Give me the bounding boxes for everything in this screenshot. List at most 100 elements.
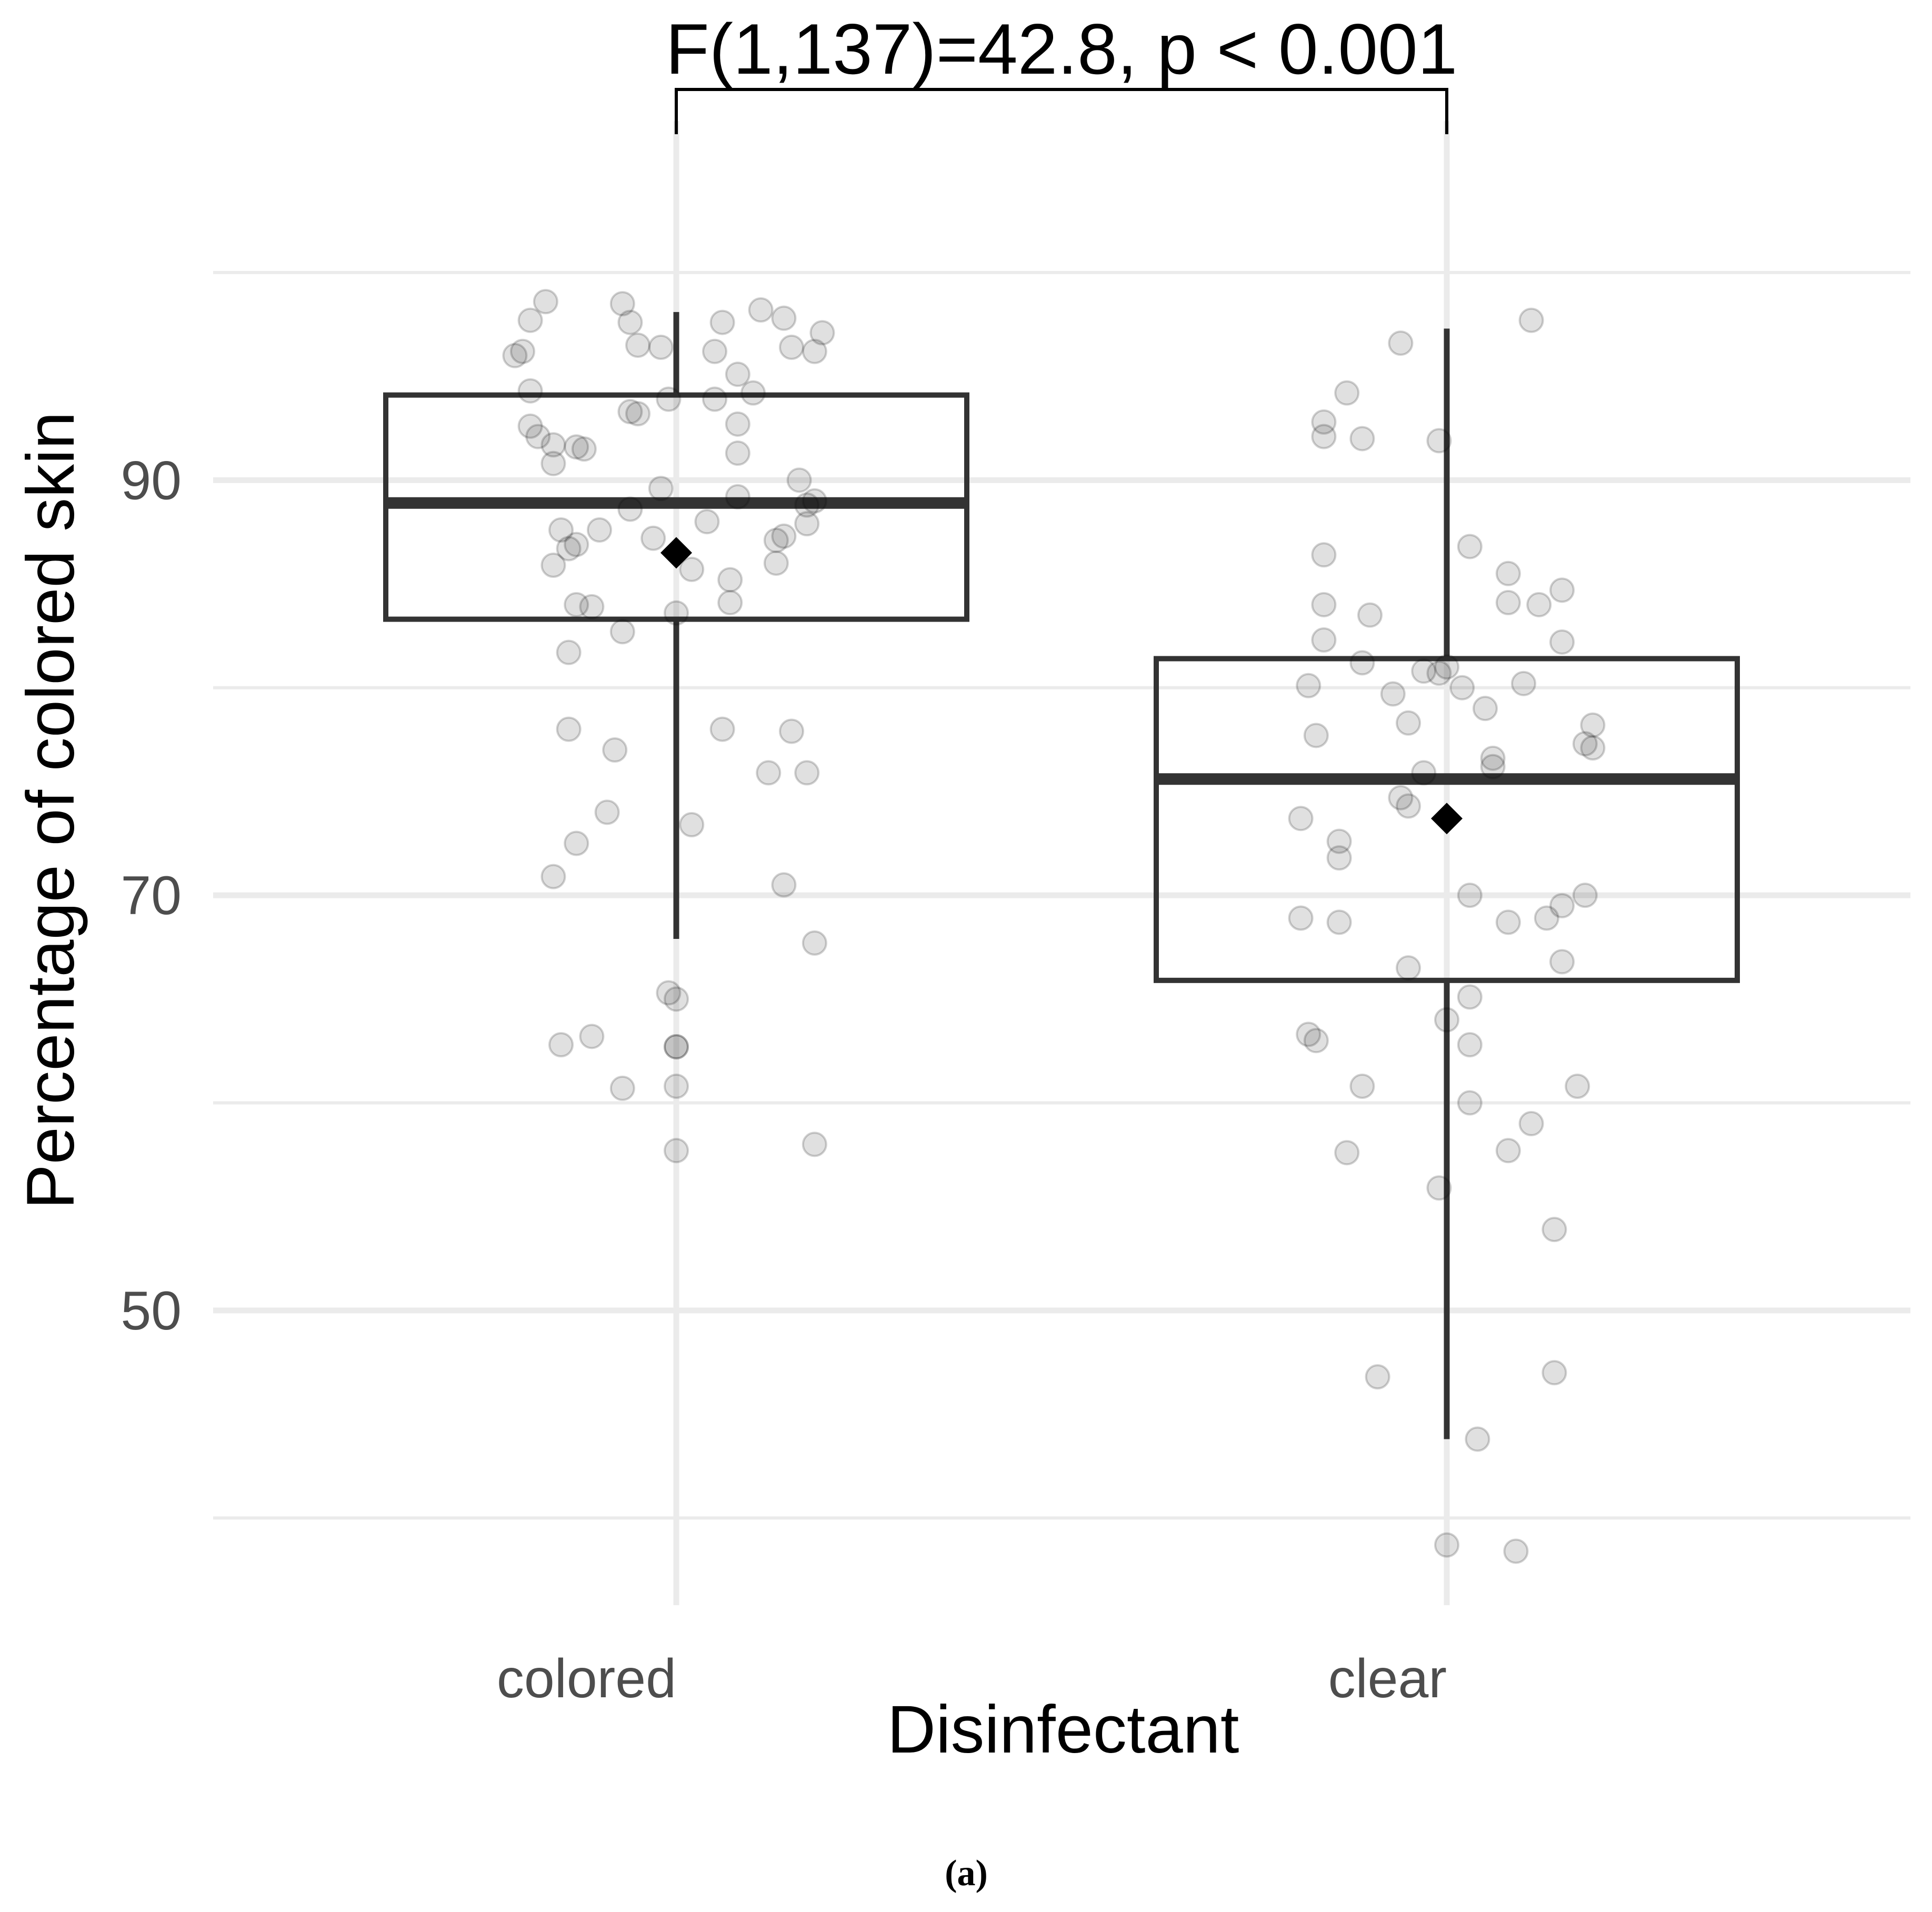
data-point-clear [1518, 307, 1544, 333]
data-point-clear [1495, 560, 1521, 586]
data-point-clear [1326, 909, 1352, 935]
data-point-colored [709, 309, 735, 335]
data-point-colored [802, 1132, 827, 1157]
data-point-colored [717, 590, 743, 616]
data-point-colored [794, 511, 820, 537]
data-point-clear [1396, 710, 1421, 736]
data-point-clear [1349, 426, 1375, 452]
data-point-clear [1465, 1426, 1490, 1452]
data-point-colored [648, 476, 674, 502]
data-point-colored [602, 737, 628, 763]
data-point-clear [1296, 1022, 1322, 1047]
data-point-colored [656, 980, 682, 1006]
data-point-clear [1426, 660, 1452, 686]
data-point-clear [1457, 1090, 1483, 1116]
data-point-clear [1326, 845, 1352, 871]
data-point-colored [556, 639, 582, 665]
data-point-clear [1380, 681, 1406, 707]
data-point-clear [1495, 909, 1521, 935]
data-point-colored [702, 338, 727, 364]
data-point-colored [564, 830, 589, 856]
data-point-colored [548, 517, 574, 543]
data-point-colored [725, 484, 750, 509]
figure-caption: (a) [945, 1853, 988, 1894]
data-point-colored [648, 334, 674, 360]
data-point-colored [779, 718, 804, 744]
data-point-colored [609, 291, 635, 317]
data-point-colored [540, 864, 566, 889]
data-point-colored [779, 334, 804, 360]
data-point-colored [763, 527, 789, 553]
mean-marker-colored [660, 537, 692, 569]
data-point-colored [802, 488, 827, 514]
data-point-clear [1334, 1140, 1360, 1166]
data-point-colored [794, 492, 820, 518]
data-point-clear [1503, 1538, 1529, 1564]
data-point-colored [786, 467, 812, 493]
data-point-clear [1541, 1360, 1567, 1386]
x-axis-ticks: colored clear [497, 1648, 1447, 1709]
data-point-clear [1480, 754, 1506, 779]
data-point-clear [1473, 696, 1498, 722]
data-point-clear [1495, 1138, 1521, 1164]
data-point-clear [1357, 602, 1383, 628]
data-point-colored [609, 619, 635, 645]
data-point-colored [709, 716, 735, 742]
data-point-colored [564, 532, 589, 557]
data-point-colored [664, 986, 689, 1012]
data-point-clear [1434, 1532, 1459, 1558]
y-axis-title: Percentage of colored skin [13, 412, 88, 1209]
data-point-colored [517, 413, 543, 439]
data-point-colored [694, 509, 720, 535]
data-point-colored [740, 380, 766, 406]
data-point-colored [556, 716, 582, 742]
data-point-colored [802, 338, 827, 364]
data-point-clear [1518, 1110, 1544, 1136]
data-point-colored [594, 799, 620, 825]
data-point-clear [1411, 658, 1437, 684]
significance-bracket [675, 88, 1448, 134]
data-point-colored [802, 930, 827, 956]
data-point-clear [1349, 1073, 1375, 1099]
data-point-colored [609, 1075, 635, 1101]
data-point-colored [587, 517, 612, 543]
data-point-clear [1495, 590, 1521, 616]
data-point-colored [617, 496, 643, 522]
data-point-clear [1365, 1364, 1390, 1390]
data-point-clear [1580, 735, 1606, 761]
data-point-clear [1511, 670, 1536, 696]
data-point-clear [1326, 828, 1352, 854]
data-point-clear [1457, 1032, 1483, 1058]
y-axis-ticks: 50 70 90 [121, 450, 182, 1342]
data-point-colored [625, 332, 650, 358]
data-point-colored [533, 289, 558, 315]
data-point-clear [1288, 806, 1314, 832]
data-point-colored [809, 320, 835, 346]
data-point-clear [1480, 745, 1506, 771]
data-point-colored [571, 436, 597, 462]
data-point-clear [1303, 1028, 1329, 1054]
data-point-clear [1534, 905, 1559, 931]
data-point-clear [1426, 1175, 1452, 1201]
data-point-clear [1565, 1073, 1590, 1099]
data-point-clear [1549, 893, 1575, 918]
data-point-clear [1349, 650, 1375, 676]
data-point-colored [756, 760, 782, 786]
data-point-clear [1411, 760, 1437, 786]
data-point-colored [579, 1024, 605, 1049]
data-point-clear [1541, 1217, 1567, 1243]
data-point-colored [763, 550, 789, 576]
x-tick-label-clear: clear [1328, 1648, 1447, 1709]
data-point-clear [1296, 673, 1322, 698]
data-point-clear [1449, 675, 1475, 700]
data-point-clear [1388, 785, 1414, 810]
data-point-clear [1426, 428, 1452, 454]
box-plots [383, 312, 1740, 1439]
data-point-colored [794, 760, 820, 786]
data-point-clear [1388, 331, 1414, 356]
data-point-clear [1311, 424, 1337, 449]
data-point-colored [540, 432, 566, 458]
data-point-clear [1288, 905, 1314, 931]
data-point-colored [625, 401, 650, 427]
